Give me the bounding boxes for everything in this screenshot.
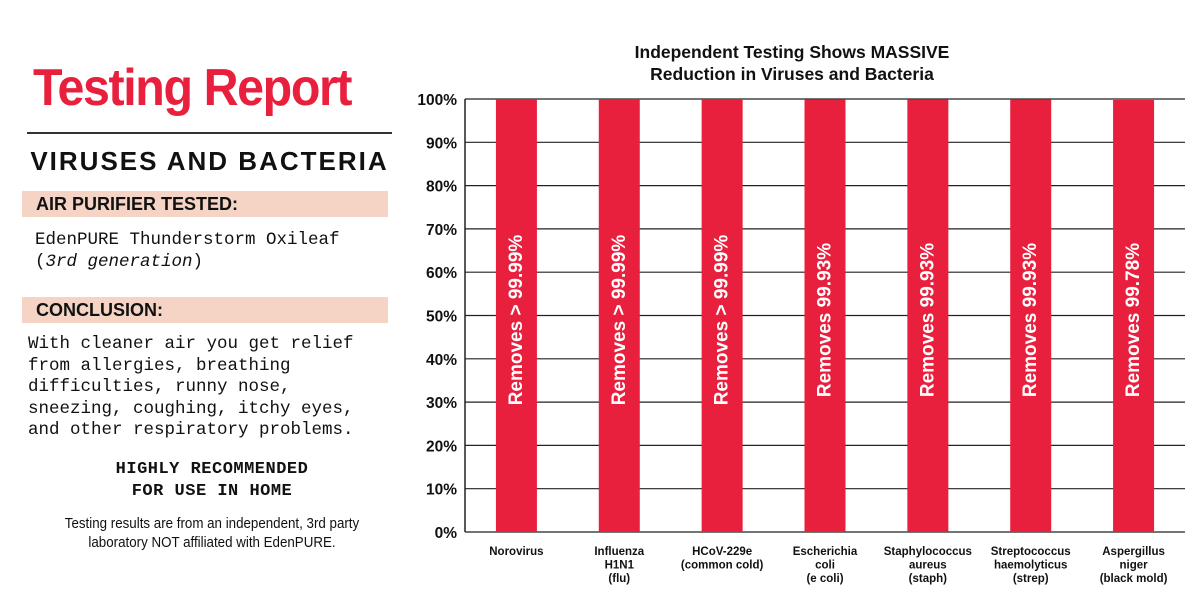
x-category-label: HCoV-229e: [692, 546, 752, 558]
x-category-label: Aspergillus: [1102, 546, 1165, 558]
bar-data-label: Removes > 99.99%: [712, 235, 733, 406]
conclusion-line: difficulties, runny nose,: [28, 377, 291, 397]
bar: [495, 99, 537, 532]
x-category-label: (staph): [909, 573, 948, 585]
report-subtitle: VIRUSES AND BACTERIA: [30, 146, 389, 176]
x-category-label: H1N1: [605, 560, 635, 572]
x-category-label: (strep): [1013, 573, 1049, 585]
x-category-label: coli: [815, 560, 835, 572]
bar: [1113, 99, 1155, 532]
conclusion-line: and other respiratory problems.: [28, 420, 354, 440]
recommend-line: HIGHLY RECOMMENDED: [115, 460, 309, 479]
product-generation-line: (3rd generation): [35, 252, 340, 274]
x-category-label: niger: [1120, 560, 1149, 572]
bar: [1010, 99, 1052, 532]
footnote-line: Testing results are from an independent,…: [64, 516, 360, 532]
x-category-label: Staphylococcus: [884, 546, 972, 558]
x-category-label: (black mold): [1100, 573, 1168, 585]
chart-title-line: Reduction in Viruses and Bacteria: [650, 64, 934, 84]
conclusion-line: sneezing, coughing, itchy eyes,: [28, 398, 354, 419]
y-tick-label: 50%: [426, 309, 457, 326]
y-tick-label: 70%: [426, 222, 457, 239]
x-category-label: (common cold): [681, 560, 764, 572]
bar: [701, 99, 743, 532]
bar-chart: Independent Testing Shows MASSIVEReducti…: [417, 42, 1185, 585]
x-category-label: aureus: [909, 560, 947, 572]
x-category-label: haemolyticus: [994, 560, 1068, 572]
y-tick-label: 60%: [426, 265, 457, 282]
bar-data-label: Removes 99.93%: [917, 243, 938, 397]
bar-data-label: Removes > 99.99%: [506, 235, 527, 406]
recommend-line: FOR USE IN HOME: [131, 482, 293, 501]
product-description: EdenPURE Thunderstorm Oxileaf (3rd gener…: [35, 230, 340, 273]
x-category-label: Streptococcus: [991, 546, 1071, 558]
conclusion-line: With cleaner air you get relief: [28, 334, 354, 354]
y-tick-label: 30%: [426, 395, 457, 412]
chart-title-line: Independent Testing Shows MASSIVE: [635, 42, 950, 62]
bar: [804, 99, 846, 532]
report-title: Testing Report: [33, 59, 352, 117]
x-category-label: Escherichia: [793, 546, 858, 558]
y-tick-label: 10%: [426, 482, 457, 499]
bar-data-label: Removes 99.93%: [815, 243, 836, 397]
recommendation: HIGHLY RECOMMENDED FOR USE IN HOME: [27, 459, 397, 503]
y-tick-label: 80%: [426, 179, 457, 196]
section-header-conclusion: CONCLUSION:: [22, 297, 388, 323]
bar-data-label: Removes 99.93%: [1020, 243, 1041, 397]
conclusion-line: from allergies, breathing: [28, 355, 291, 376]
footnote-line: laboratory NOT affiliated with EdenPURE.: [88, 535, 336, 551]
x-category-label: (flu): [608, 573, 630, 585]
bar-data-label: Removes 99.78%: [1123, 243, 1144, 397]
x-category-label: (e coli): [806, 573, 843, 585]
product-name: EdenPURE Thunderstorm Oxileaf: [35, 230, 340, 250]
paren-close: ): [192, 251, 204, 272]
x-category-label: Influenza: [594, 546, 644, 558]
title-divider: [27, 132, 392, 134]
report-panel: Testing Report VIRUSES AND BACTERIA AIR …: [0, 0, 400, 612]
y-tick-label: 40%: [426, 352, 457, 369]
bar: [598, 99, 640, 532]
product-generation: 3rd generation: [45, 251, 193, 272]
y-tick-label: 90%: [426, 135, 457, 152]
paren-open: (: [35, 251, 46, 272]
x-category-label: Norovirus: [489, 546, 543, 558]
conclusion-text: With cleaner air you get relief from all…: [28, 334, 354, 442]
y-tick-label: 20%: [426, 438, 457, 455]
y-tick-label: 100%: [417, 92, 457, 109]
footnote: Testing results are from an independent,…: [42, 515, 382, 553]
bar: [907, 99, 949, 532]
y-tick-label: 0%: [435, 525, 458, 542]
section-header-tested: AIR PURIFIER TESTED:: [22, 191, 388, 217]
bar-data-label: Removes > 99.99%: [609, 235, 630, 406]
